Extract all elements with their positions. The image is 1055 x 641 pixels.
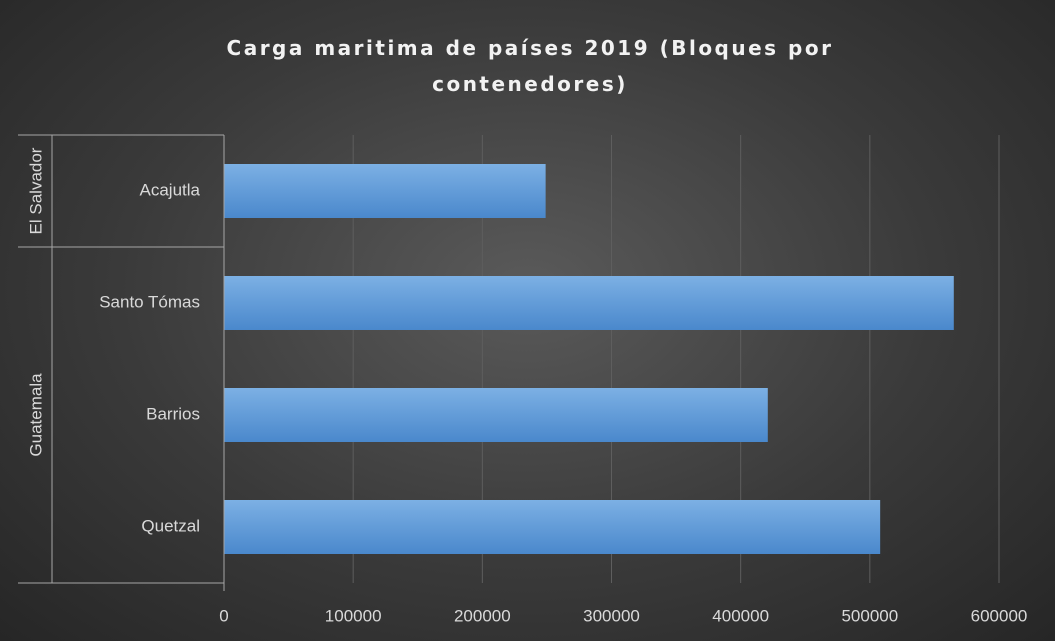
x-tick-label: 500000 <box>841 606 898 625</box>
x-tick-label: 400000 <box>712 606 769 625</box>
x-tick-label: 600000 <box>971 606 1028 625</box>
bar <box>224 164 546 218</box>
x-tick-label: 200000 <box>454 606 511 625</box>
chart-title: Carga maritima de países 2019 (Bloques p… <box>226 36 834 96</box>
category-label: Barrios <box>146 404 200 423</box>
group-label: Guatemala <box>26 373 45 457</box>
bar <box>224 276 954 330</box>
category-label: Santo Tómas <box>99 292 200 311</box>
category-label: Quetzal <box>141 516 200 535</box>
bar <box>224 388 768 442</box>
x-tick-label: 0 <box>219 606 228 625</box>
bar <box>224 500 881 554</box>
group-label: El Salvador <box>26 147 45 234</box>
x-tick-label: 100000 <box>325 606 382 625</box>
category-label: Acajutla <box>140 180 201 199</box>
x-tick-label: 300000 <box>583 606 640 625</box>
